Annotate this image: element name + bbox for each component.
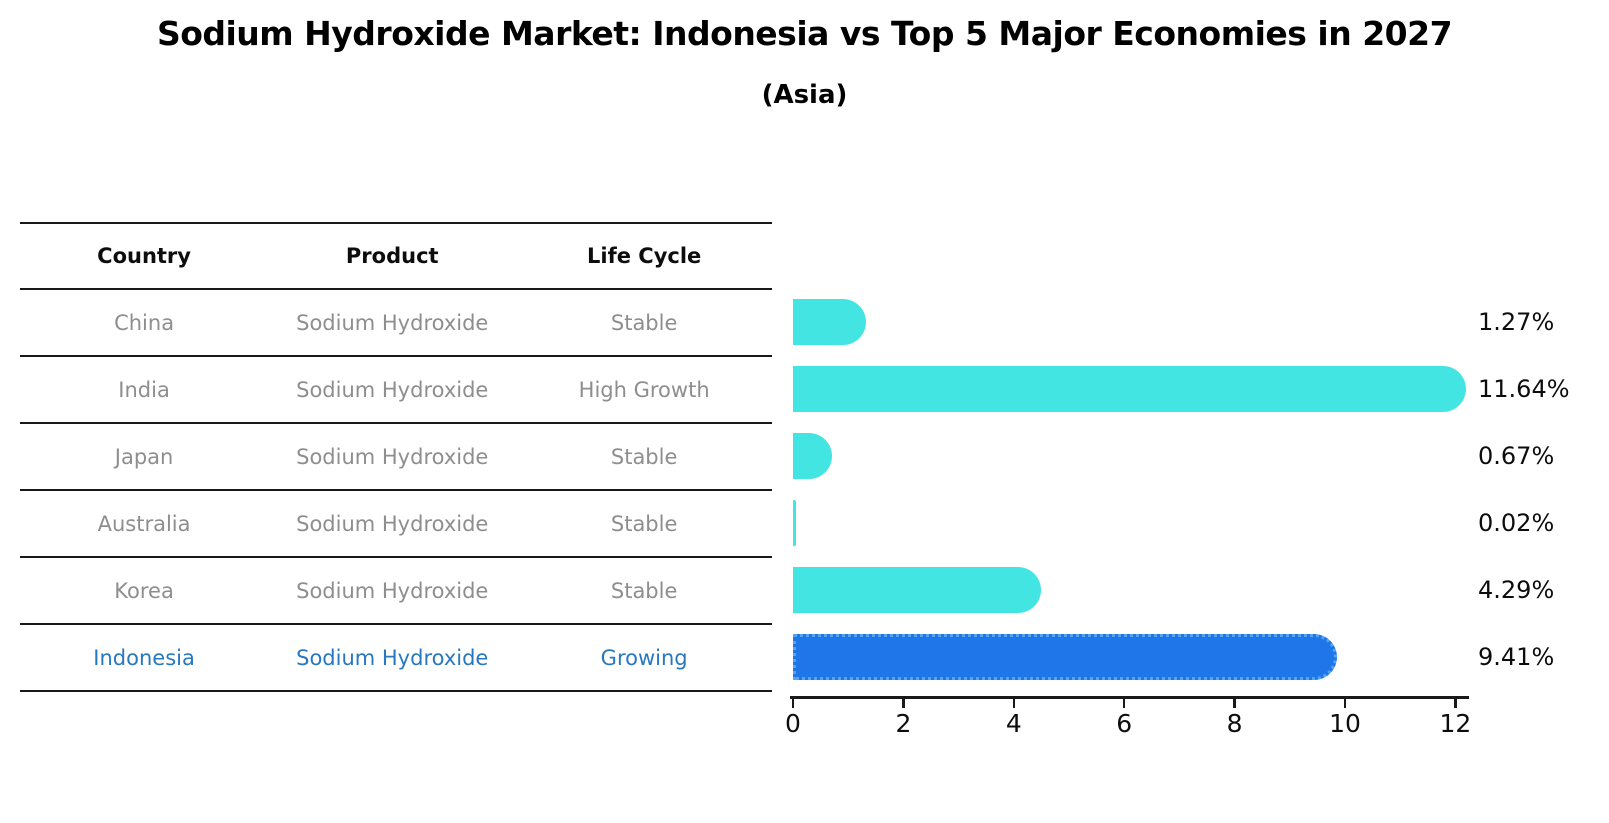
value-label-australia: 0.02% <box>1478 508 1555 537</box>
cell-country: Japan <box>114 444 174 469</box>
value-label-korea: 4.29% <box>1478 575 1555 604</box>
column-header-country: Country <box>97 244 191 268</box>
value-label-china: 1.27% <box>1478 307 1555 336</box>
x-tick-label: 8 <box>1226 709 1243 738</box>
cell-lifecycle: Stable <box>610 444 678 469</box>
cell-product: Sodium Hydroxide <box>296 578 489 603</box>
value-label-indonesia: 9.41% <box>1478 642 1555 671</box>
x-tick-label: 2 <box>895 709 912 738</box>
table-row-korea: Korea Sodium Hydroxide Stable <box>20 558 772 625</box>
cell-country: China <box>114 310 175 335</box>
x-tick <box>1343 699 1347 708</box>
country-product-table: Country Product Life Cycle China Sodium H… <box>20 222 772 692</box>
cell-product: Sodium Hydroxide <box>296 511 489 536</box>
x-tick <box>1012 699 1016 708</box>
table-row-china: China Sodium Hydroxide Stable <box>20 290 772 357</box>
bar-australia <box>793 499 796 546</box>
table-row-japan: Japan Sodium Hydroxide Stable <box>20 424 772 491</box>
bar-india <box>793 365 1466 412</box>
cell-country: Indonesia <box>93 645 195 670</box>
cell-product: Sodium Hydroxide <box>296 444 489 469</box>
bar-china <box>793 298 867 345</box>
cell-country: India <box>118 377 170 402</box>
x-tick <box>1122 699 1126 708</box>
value-label-japan: 0.67% <box>1478 441 1555 470</box>
cell-lifecycle: Stable <box>610 578 678 603</box>
x-tick-label: 10 <box>1329 709 1361 738</box>
cell-product: Sodium Hydroxide <box>296 645 489 670</box>
x-tick-label: 12 <box>1439 709 1472 738</box>
cell-product: Sodium Hydroxide <box>296 377 489 402</box>
table-header-row: Country Product Life Cycle <box>20 224 772 290</box>
column-header-product: Product <box>345 244 439 268</box>
x-axis-line <box>790 696 1469 699</box>
x-tick-label: 6 <box>1116 709 1133 738</box>
cell-product: Sodium Hydroxide <box>296 310 489 335</box>
cell-lifecycle: High Growth <box>578 377 710 402</box>
x-tick-label: 4 <box>1005 709 1022 738</box>
table-row-indonesia: Indonesia Sodium Hydroxide Growing <box>20 625 772 692</box>
value-label-india: 11.64% <box>1478 374 1570 403</box>
bar-japan <box>793 432 832 479</box>
x-tick-label: 0 <box>785 709 801 738</box>
chart-title: Sodium Hydroxide Market: Indonesia vs To… <box>156 14 1453 53</box>
bar-indonesia <box>793 633 1337 680</box>
column-header-lifecycle: Life Cycle <box>587 244 702 268</box>
x-tick <box>1454 699 1457 708</box>
cell-lifecycle: Stable <box>610 310 678 335</box>
x-tick <box>1233 699 1236 708</box>
cell-lifecycle: Stable <box>610 511 678 536</box>
x-tick <box>902 699 905 708</box>
x-tick <box>791 699 795 708</box>
cell-country: Australia <box>97 511 191 536</box>
cell-country: Korea <box>114 578 174 603</box>
table-body: China Sodium Hydroxide Stable India Sodium H… <box>20 290 772 692</box>
chart-subtitle: (Asia) <box>761 80 848 110</box>
table-row-india: India Sodium Hydroxide High Growth <box>20 357 772 424</box>
table-row-australia: Australia Sodium Hydroxide Stable <box>20 491 772 558</box>
bar-korea <box>793 566 1041 613</box>
cell-lifecycle: Growing <box>600 645 688 670</box>
